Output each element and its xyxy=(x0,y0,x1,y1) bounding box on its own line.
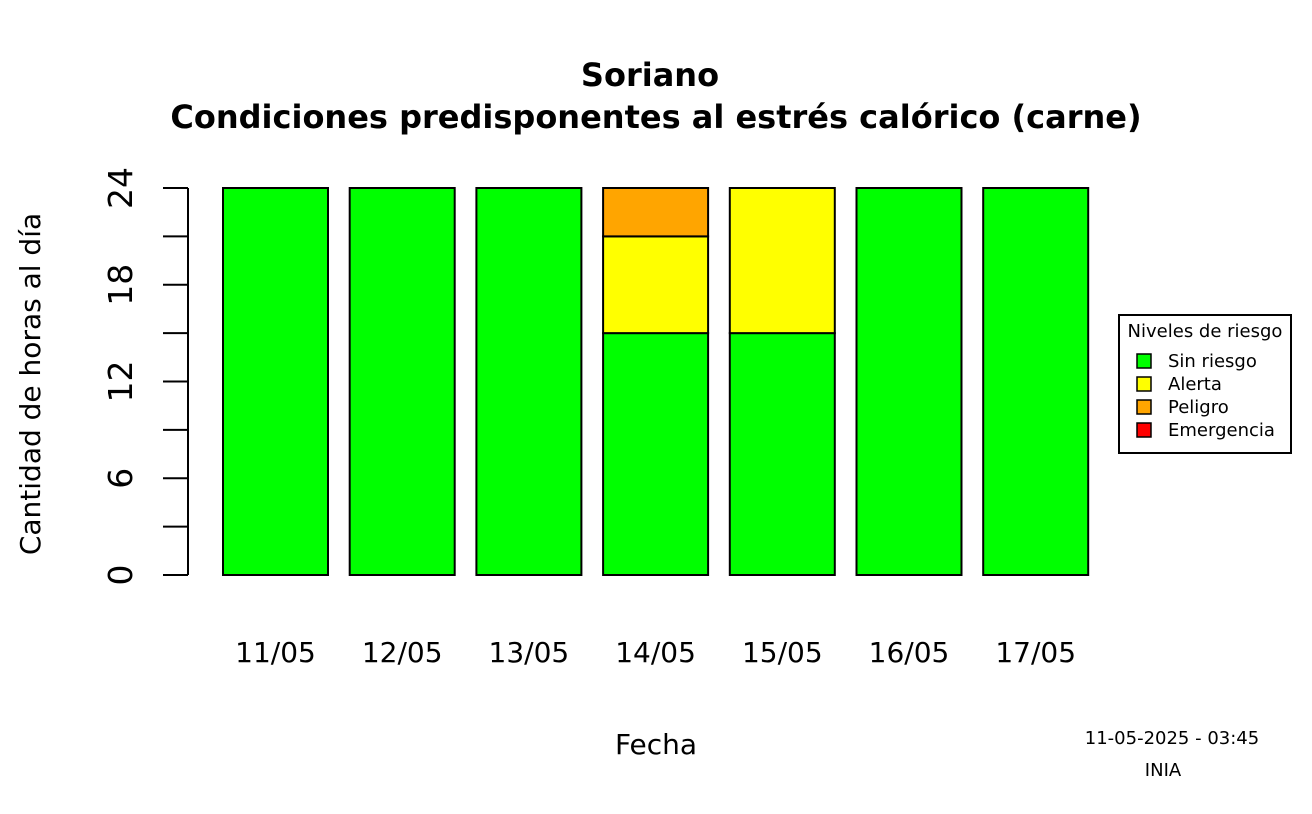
chart-title: Soriano xyxy=(581,56,719,94)
legend-label: Alerta xyxy=(1168,374,1222,395)
chart-subtitle: Condiciones predisponentes al estrés cal… xyxy=(170,98,1141,136)
y-tick-label: 24 xyxy=(101,167,140,209)
legend-label: Sin riesgo xyxy=(1168,351,1257,372)
x-tick-label: 11/05 xyxy=(235,636,316,669)
bars-group xyxy=(222,187,1090,576)
y-axis-title: Cantidad de horas al día xyxy=(14,213,47,555)
y-axis: 0 6 12 18 24 xyxy=(101,167,189,586)
y-tick-label: 18 xyxy=(101,264,140,306)
bar-segment xyxy=(602,235,710,335)
x-tick-label: 17/05 xyxy=(995,636,1076,669)
legend-swatch xyxy=(1136,422,1152,438)
x-tick-label: 13/05 xyxy=(489,636,570,669)
x-tick-label: 16/05 xyxy=(869,636,950,669)
bar-segment xyxy=(855,187,963,576)
legend-swatch xyxy=(1136,376,1152,392)
legend-label: Emergencia xyxy=(1168,420,1275,441)
footer-timestamp: 11-05-2025 - 03:45 xyxy=(1085,728,1259,749)
bar-segment xyxy=(728,332,836,576)
x-tick-label: 14/05 xyxy=(615,636,696,669)
x-axis-labels: 11/05 12/05 13/05 14/05 15/05 16/05 17/05 xyxy=(235,636,1076,669)
x-tick-label: 12/05 xyxy=(362,636,443,669)
footer-source: INIA xyxy=(1145,760,1182,781)
legend: Niveles de riesgo Sin riesgoAlertaPeligr… xyxy=(1118,314,1292,454)
legend-title: Niveles de riesgo xyxy=(1128,321,1283,342)
bar-segment xyxy=(475,187,583,576)
legend-swatch xyxy=(1136,399,1152,415)
bar-segment xyxy=(602,332,710,576)
y-tick-label: 12 xyxy=(101,361,140,403)
bar-segment xyxy=(348,187,456,576)
legend-swatch xyxy=(1136,353,1152,369)
bar-segment xyxy=(602,187,710,238)
bar-segment xyxy=(728,187,836,335)
bar-segment xyxy=(982,187,1090,576)
x-tick-label: 15/05 xyxy=(742,636,823,669)
bar-segment xyxy=(222,187,329,576)
legend-label: Peligro xyxy=(1168,397,1229,418)
y-tick-label: 0 xyxy=(101,565,140,586)
x-axis-title: Fecha xyxy=(615,728,697,761)
legend-box xyxy=(1118,314,1292,454)
y-tick-label: 6 xyxy=(101,468,140,489)
